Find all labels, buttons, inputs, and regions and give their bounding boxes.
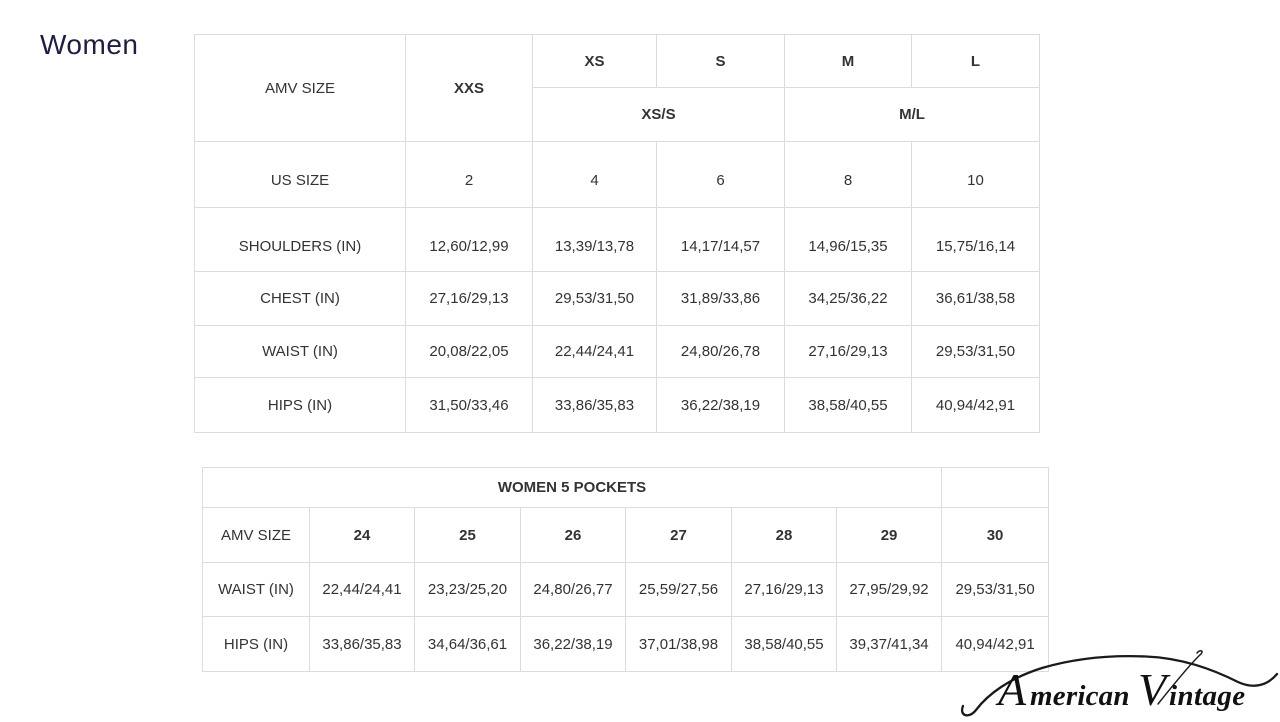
- svg-text:A: A: [995, 664, 1027, 715]
- svg-text:V: V: [1138, 664, 1171, 715]
- svg-text:merican: merican: [1030, 680, 1130, 712]
- svg-text:intage: intage: [1169, 680, 1246, 712]
